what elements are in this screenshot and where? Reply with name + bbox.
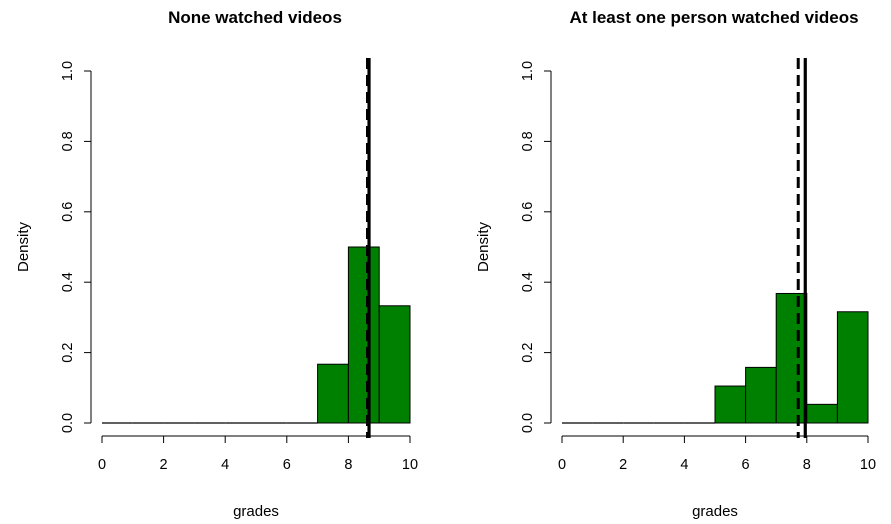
y-tick-label: 0.8 xyxy=(60,131,76,151)
x-tick-label: 10 xyxy=(402,457,418,473)
x-tick-label: 8 xyxy=(344,457,352,473)
x-tick-label: 10 xyxy=(860,457,876,473)
y-tick-label: 0.6 xyxy=(520,202,536,222)
x-tick-label: 2 xyxy=(160,457,168,473)
y-tick-label: 0.4 xyxy=(520,272,536,292)
x-tick-label: 0 xyxy=(558,457,566,473)
histogram-bar xyxy=(836,311,869,424)
y-axis-label: Density xyxy=(15,221,32,272)
chart-panel-2: At least one person watched videos 0.0 0.2… xyxy=(475,8,876,520)
histogram-bar xyxy=(317,363,349,424)
x-tick-label: 0 xyxy=(98,457,106,473)
histogram-bar xyxy=(378,305,411,424)
x-tick-label: 8 xyxy=(803,457,811,473)
y-axis-label: Density xyxy=(475,221,492,272)
y-tick-label: 0.6 xyxy=(60,202,76,222)
chart-title: None watched videos xyxy=(168,8,342,27)
x-axis-label: grades xyxy=(233,503,279,520)
histogram-bar xyxy=(806,403,838,424)
chart-title: At least one person watched videos xyxy=(569,8,858,27)
x-tick-label: 4 xyxy=(221,457,229,473)
histogram-bar xyxy=(775,292,808,424)
x-tick-label: 2 xyxy=(619,457,627,473)
y-tick-label: 0.4 xyxy=(60,272,76,292)
x-tick-label: 4 xyxy=(680,457,688,473)
y-tick-label: 0.2 xyxy=(520,343,536,363)
y-tick-label: 1.0 xyxy=(60,61,76,81)
x-axis-label: grades xyxy=(692,503,738,520)
y-tick-label: 1.0 xyxy=(520,61,536,81)
histogram-bar xyxy=(745,366,777,424)
y-tick-label: 0.2 xyxy=(60,343,76,363)
x-tick-label: 6 xyxy=(283,457,291,473)
histogram-bar xyxy=(347,246,380,424)
histogram-bar xyxy=(714,385,747,424)
y-tick-label: 0.0 xyxy=(520,413,536,433)
y-tick-label: 0.0 xyxy=(60,413,76,433)
x-tick-label: 6 xyxy=(742,457,750,473)
chart-panel-1: None watched videos 0.0 0.2 0.4 0.6 0.8 1.0 0 2 4… xyxy=(15,8,418,520)
y-tick-label: 0.8 xyxy=(520,131,536,151)
